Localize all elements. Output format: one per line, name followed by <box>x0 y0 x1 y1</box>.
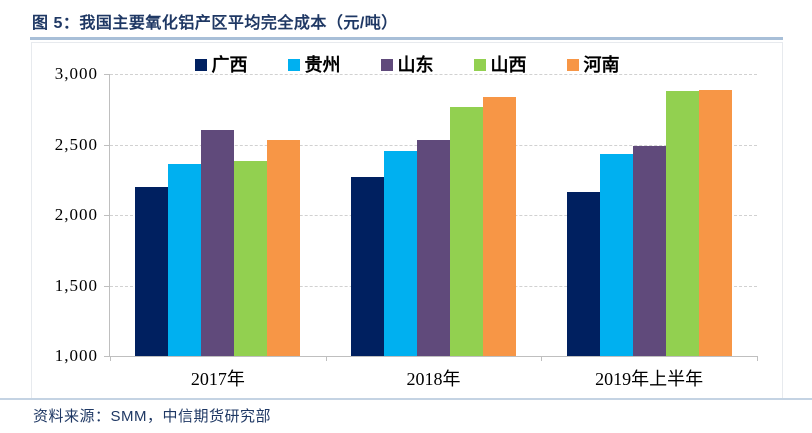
legend-swatch-icon <box>194 59 207 71</box>
bar-河南-2017年 <box>267 139 301 356</box>
bar-山西-2018年 <box>449 107 483 356</box>
x-axis-tick <box>541 356 543 361</box>
bar-广西-2018年 <box>350 176 384 356</box>
y-axis-tick <box>104 144 110 146</box>
plot-area: 1,000 1,500 2,000 2,500 3,000 2017年 2018年 2019年… <box>55 64 758 389</box>
bar-山东-2019年上半年 <box>632 145 666 356</box>
x-axis-tick <box>110 356 111 361</box>
legend-item-3: 山西 <box>473 55 527 75</box>
bar-山东-2018年 <box>416 139 450 356</box>
bar-山西-2017年 <box>234 160 268 356</box>
y-axis-label: 1,500 <box>54 275 98 295</box>
y-axis-tick <box>104 215 110 216</box>
bar-group-1 <box>326 74 542 356</box>
y-axis-tick <box>104 74 110 75</box>
y-axis-tick <box>104 285 110 287</box>
bar-河南-2019年上半年 <box>698 89 732 356</box>
y-axis-tick <box>104 356 110 357</box>
data-source-note: 资料来源：SMM，中信期货研究部 <box>33 408 271 425</box>
x-axis-tick <box>757 356 758 361</box>
bar-group-2 <box>541 74 757 356</box>
legend-label: 山西 <box>490 55 527 75</box>
legend-label: 河南 <box>583 55 620 75</box>
x-axis-label: 2017年 <box>190 369 245 389</box>
x-axis-label: 2019年上半年 <box>595 369 704 389</box>
bar-贵州-2017年 <box>168 164 202 356</box>
legend-swatch-icon <box>287 59 300 71</box>
y-axis-label: 2,500 <box>54 134 98 154</box>
chart-area: 广西 贵州 山东 山西 河南 1,000 1,500 2,000 2,500 3,000 2017… <box>31 42 783 398</box>
legend-swatch-icon <box>566 59 579 71</box>
y-axis-label: 2,000 <box>54 205 98 224</box>
y-axis-label: 3,000 <box>54 64 98 83</box>
bar-河南-2018年 <box>482 96 516 356</box>
legend-swatch-icon <box>380 59 393 71</box>
legend-item-4: 河南 <box>566 55 620 75</box>
legend-label: 贵州 <box>304 55 341 75</box>
legend-swatch-icon <box>473 59 486 71</box>
chart-legend: 广西 贵州 山东 山西 河南 <box>32 56 782 74</box>
title-divider <box>30 37 783 40</box>
footer-divider <box>0 398 812 400</box>
bar-广西-2017年 <box>135 186 169 356</box>
bar-山西-2019年上半年 <box>665 90 699 356</box>
bar-贵州-2019年上半年 <box>599 154 633 356</box>
legend-label: 山东 <box>397 55 434 75</box>
bar-广西-2019年上半年 <box>566 192 600 356</box>
bar-group-0 <box>110 74 326 356</box>
y-axis-label: 1,000 <box>54 346 98 365</box>
x-axis-label: 2018年 <box>406 369 461 389</box>
x-axis-tick <box>325 356 327 361</box>
legend-item-2: 山东 <box>380 55 434 75</box>
figure-title: 图 5：我国主要氧化铝产区平均完全成本（元/吨） <box>32 15 398 32</box>
legend-label: 广西 <box>211 55 248 75</box>
bar-山东-2017年 <box>201 130 235 356</box>
bar-贵州-2018年 <box>383 150 417 356</box>
gridline <box>110 74 757 75</box>
legend-item-0: 广西 <box>194 55 248 75</box>
legend-item-1: 贵州 <box>287 55 341 75</box>
